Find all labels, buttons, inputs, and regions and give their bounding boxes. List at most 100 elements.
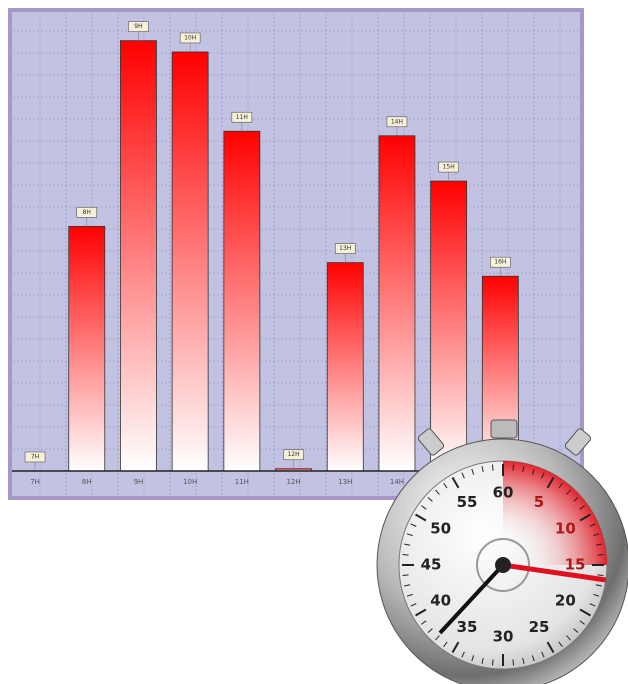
crown bbox=[490, 419, 518, 439]
hub bbox=[495, 557, 511, 573]
bar-label: 15H bbox=[443, 164, 455, 171]
dial-tick bbox=[522, 657, 525, 664]
dial-tick bbox=[404, 543, 411, 546]
bar bbox=[171, 51, 209, 472]
dial-tick bbox=[461, 472, 465, 479]
dial-label: 5 bbox=[534, 493, 544, 511]
x-tick-label: 7H bbox=[30, 478, 40, 486]
dial-label: 10 bbox=[555, 520, 576, 538]
dial-label: 45 bbox=[421, 556, 442, 574]
dial-tick bbox=[558, 482, 563, 489]
bar-label: 11H bbox=[236, 114, 248, 121]
dial-tick bbox=[471, 655, 475, 662]
dial-tick bbox=[589, 603, 596, 607]
dial-tick bbox=[451, 477, 460, 489]
x-tick-label: 9H bbox=[134, 478, 144, 486]
dial-tick bbox=[512, 464, 515, 471]
dial-tick bbox=[471, 468, 475, 475]
dial-label: 20 bbox=[555, 592, 576, 610]
dial-tick bbox=[573, 497, 579, 502]
dial-tick bbox=[566, 635, 571, 641]
button bbox=[417, 428, 445, 456]
stopwatch: 60 5 10 15 20 25 30 35 40 45 50 55 bbox=[376, 419, 628, 684]
bar-label: 7H bbox=[31, 454, 39, 461]
dial-label: 15 bbox=[565, 556, 586, 574]
dial-tick bbox=[415, 513, 427, 522]
dial-label: 25 bbox=[529, 618, 550, 636]
label-box bbox=[128, 21, 149, 32]
bar bbox=[223, 130, 261, 472]
dial-tick bbox=[402, 553, 409, 556]
dial-tick bbox=[541, 651, 545, 658]
label-box bbox=[179, 32, 201, 44]
bar-label: 9H bbox=[134, 23, 142, 30]
grid bbox=[13, 13, 580, 496]
dial-tick bbox=[420, 505, 427, 510]
dial-tick bbox=[531, 655, 535, 662]
label-box bbox=[334, 243, 356, 254]
dial-tick bbox=[512, 659, 515, 666]
dial-tick bbox=[566, 489, 571, 495]
dial-tick bbox=[404, 584, 411, 587]
dial-tick bbox=[595, 543, 602, 546]
dial-label: 35 bbox=[457, 618, 478, 636]
dial-tick bbox=[481, 657, 484, 664]
label-box bbox=[386, 116, 408, 128]
bar-label: 8H bbox=[83, 209, 91, 216]
dial-tick bbox=[579, 513, 591, 522]
dial-label: 40 bbox=[430, 592, 451, 610]
dial-tick bbox=[593, 593, 600, 597]
dial-tick bbox=[461, 651, 465, 658]
dial-tick bbox=[443, 641, 448, 648]
x-tick-label: 12H bbox=[286, 478, 300, 486]
dial-label: 30 bbox=[493, 628, 514, 646]
dial-tick bbox=[579, 505, 586, 510]
dial-tick bbox=[531, 468, 535, 475]
dial-tick bbox=[427, 628, 433, 633]
red-hand bbox=[502, 562, 607, 583]
dial-tick bbox=[435, 635, 440, 641]
bar-label: 12H bbox=[287, 451, 299, 458]
label-box bbox=[438, 161, 459, 173]
label-box bbox=[283, 449, 304, 461]
dial-label: 55 bbox=[457, 493, 478, 511]
dial-tick bbox=[415, 608, 427, 617]
dial-tick bbox=[420, 620, 427, 625]
dial-tick bbox=[579, 608, 591, 617]
dial-tick bbox=[435, 489, 440, 495]
bar bbox=[120, 40, 157, 472]
dial-tick bbox=[546, 477, 555, 489]
dial-tick bbox=[541, 472, 545, 479]
dial-tick bbox=[522, 466, 525, 473]
dial-tick bbox=[595, 584, 602, 587]
bar bbox=[68, 225, 106, 472]
center-ring bbox=[476, 538, 530, 592]
dial-tick bbox=[402, 574, 409, 577]
red-sector bbox=[503, 461, 607, 565]
bar-label: 10H bbox=[184, 34, 196, 41]
dial-tick bbox=[597, 574, 604, 577]
x-tick-label: 10H bbox=[183, 478, 197, 486]
dial-tick bbox=[406, 533, 413, 537]
dial-tick bbox=[597, 553, 604, 556]
dial-tick bbox=[406, 593, 413, 597]
bar bbox=[326, 262, 364, 472]
dial-tick bbox=[593, 533, 600, 537]
dial-tick bbox=[410, 603, 417, 607]
dial-tick bbox=[579, 620, 586, 625]
bar-label: 13H bbox=[339, 245, 351, 252]
bar-label: 16H bbox=[494, 259, 506, 266]
dial-tick bbox=[491, 659, 494, 666]
bar bbox=[378, 135, 416, 472]
label-box bbox=[24, 451, 46, 463]
dial-tick bbox=[427, 497, 433, 502]
dial-tick bbox=[410, 523, 417, 527]
x-tick-label: 8H bbox=[82, 478, 92, 486]
bars: 7H 7H 8H 8H 9H 9H 10H 10H 11H 11H 12H 12H 13H 13H 14H 1… bbox=[24, 21, 519, 486]
label-box bbox=[76, 207, 98, 218]
dial-tick bbox=[573, 628, 579, 633]
label-box bbox=[231, 111, 253, 123]
dial-tick bbox=[443, 482, 448, 489]
dial-tick bbox=[481, 466, 484, 473]
